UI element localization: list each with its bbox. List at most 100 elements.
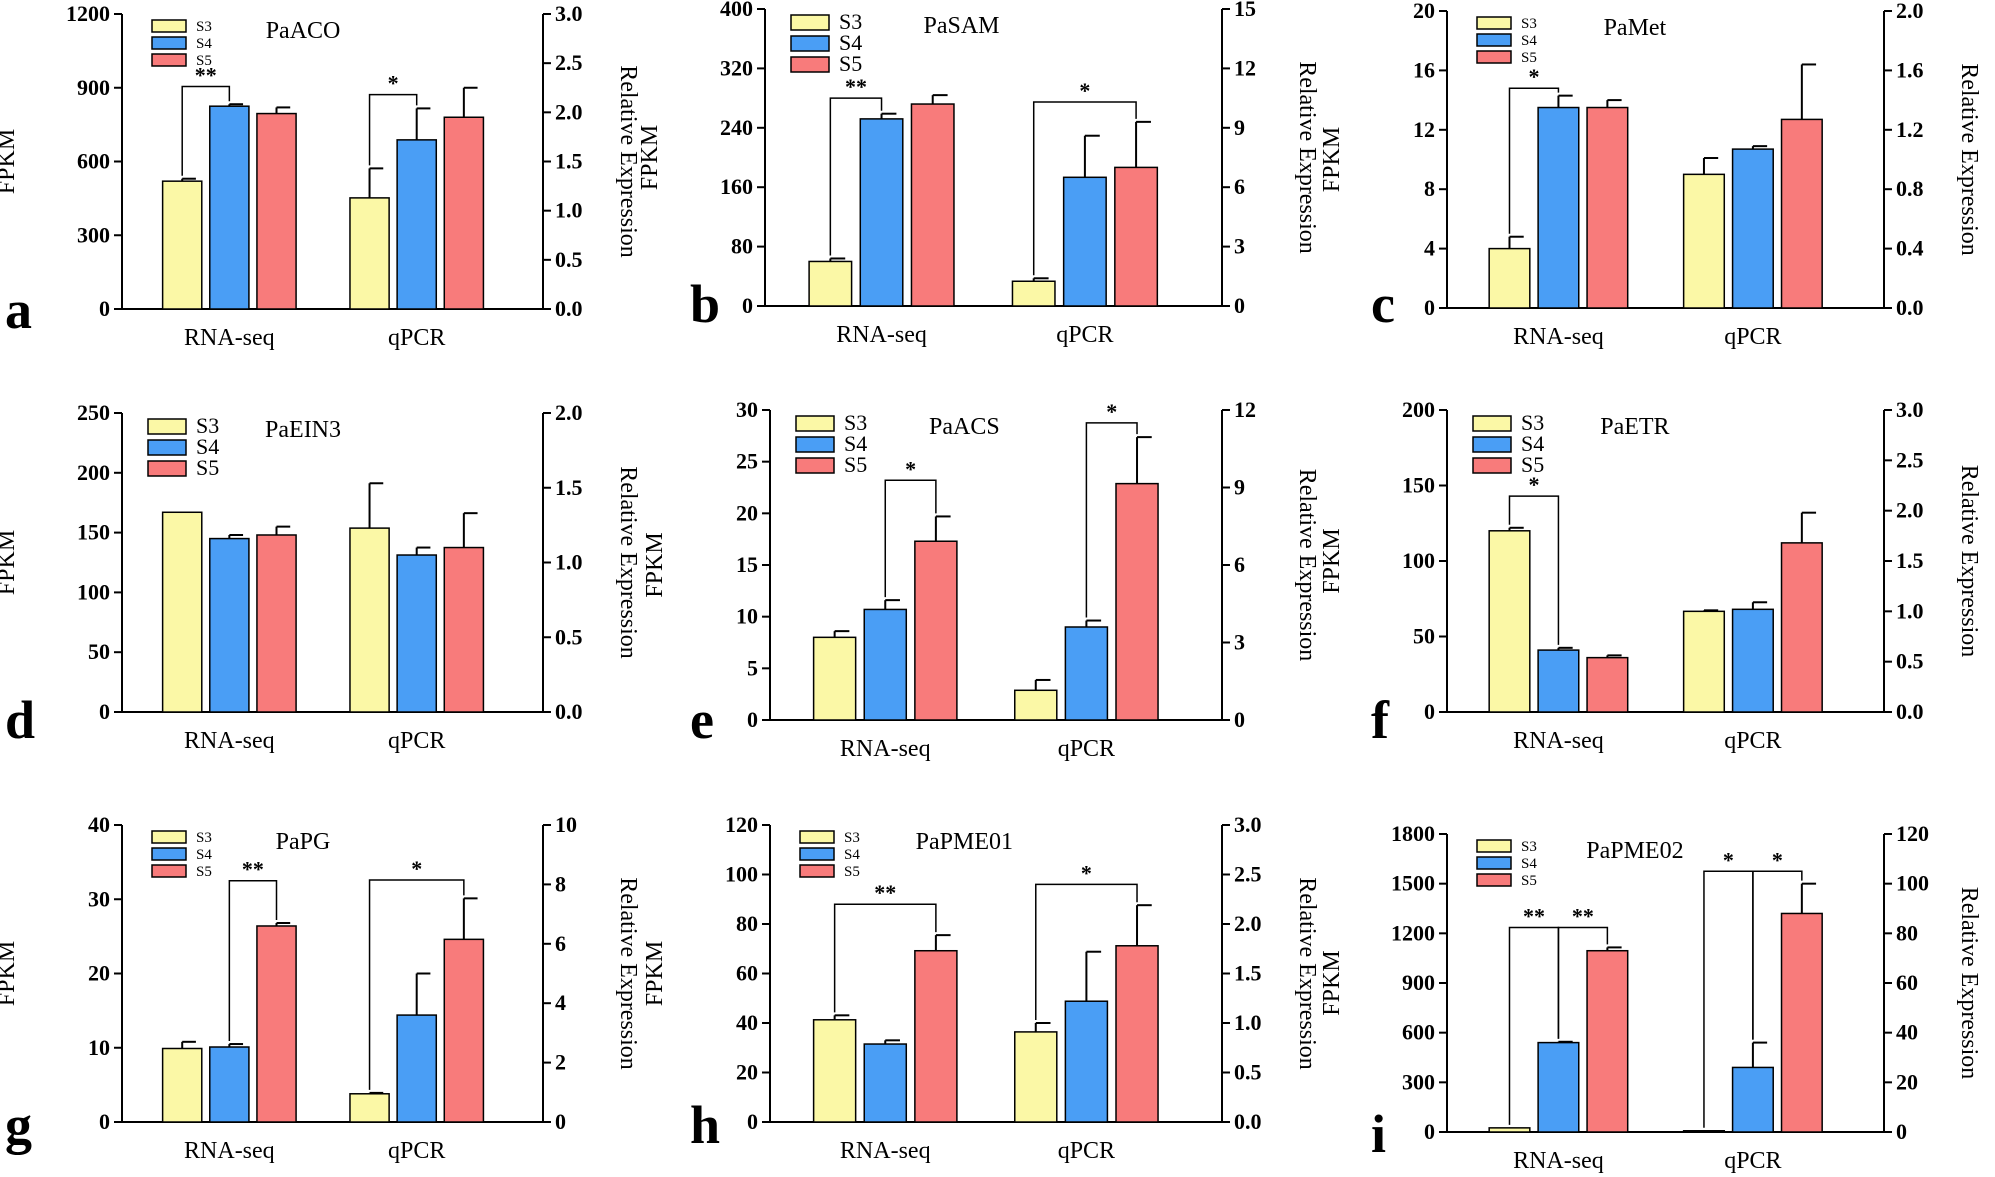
y-tick-label-right: 3.0	[1896, 397, 1924, 422]
y-tick-label-left: 1800	[1391, 821, 1435, 846]
y-tick-label-right: 2.0	[555, 400, 583, 425]
significance-label: *	[1079, 78, 1090, 103]
legend-label: S3	[1521, 16, 1537, 32]
panel-i: 0 300 600 900 1200 1500 1800 0 20 40 60 80 100 120 FPK…	[1319, 821, 1982, 1174]
legend-label: S5	[839, 51, 862, 76]
bar-s4	[1062, 176, 1107, 307]
legend-label: S5	[1521, 50, 1537, 66]
y-tick-label-left: 1200	[1391, 920, 1435, 945]
significance-label: *	[411, 856, 422, 881]
legend-swatch	[1476, 856, 1512, 870]
chart-title: PaSAM	[923, 13, 999, 39]
significance-label: *	[1772, 847, 1783, 872]
y-tick-label-left: 40	[88, 812, 110, 837]
bar-s5	[443, 546, 485, 713]
y-tick-label-left: 600	[1402, 1020, 1435, 1045]
legend-swatch	[790, 14, 830, 31]
x-category-label: RNA-seq	[1513, 1148, 1604, 1174]
bar-s5	[1115, 945, 1159, 1123]
bar-s4	[209, 1046, 250, 1123]
significance-bracket	[228, 879, 278, 1042]
x-category-label: qPCR	[388, 1138, 445, 1164]
x-category-label: qPCR	[1058, 1138, 1115, 1164]
x-category-label: RNA-seq	[1513, 728, 1604, 754]
y-axis-title-right: Relative Expression	[1956, 887, 1982, 1080]
panel-g: 0 10 20 30 40 0 2 4 6 8 10 FPKM Relative Expression P…	[0, 812, 641, 1164]
x-category-label: RNA-seq	[840, 736, 931, 762]
panel-letter: i	[1371, 1104, 1386, 1164]
y-tick-label-right: 120	[1896, 821, 1929, 846]
y-tick-label-right: 8	[555, 871, 566, 896]
y-tick-label-left: 1200	[66, 1, 110, 26]
y-tick-label-right: 0.5	[555, 247, 583, 272]
chart-title: PaPG	[276, 829, 331, 855]
y-tick-label-left: 0	[99, 1109, 110, 1134]
legend-label: S3	[196, 830, 212, 846]
y-tick-label-right: 60	[1896, 970, 1918, 995]
legend-swatch	[151, 830, 187, 844]
bar-s3	[349, 197, 390, 310]
y-tick-label-left: 200	[1402, 397, 1435, 422]
bar-s5	[1586, 656, 1629, 713]
y-tick-label-left: 80	[736, 911, 758, 936]
y-tick-label-left: 0	[1424, 699, 1435, 724]
bar-s4	[1537, 1041, 1580, 1133]
bar-s3	[349, 527, 390, 713]
legend-label: S4	[844, 431, 867, 456]
bar-s5	[1115, 482, 1159, 721]
y-tick-label-right: 0.8	[1896, 176, 1924, 201]
legend-label: S3	[844, 410, 867, 435]
y-axis-title-left: FPKM	[642, 532, 668, 597]
x-category-label: qPCR	[1724, 324, 1781, 350]
bar-s3	[161, 180, 203, 310]
bar-s3	[808, 260, 853, 307]
y-tick-label-right: 12	[1234, 55, 1256, 80]
chart-title: PaACS	[929, 414, 1000, 440]
y-tick-label-right: 1.0	[1234, 1010, 1262, 1035]
legend-label: S5	[844, 864, 860, 880]
legend-label: S3	[839, 9, 862, 34]
panel-letter: d	[5, 690, 35, 750]
y-tick-label-right: 20	[1896, 1069, 1918, 1094]
y-tick-label-right: 3	[1234, 630, 1245, 655]
y-tick-label-left: 900	[77, 75, 110, 100]
legend-swatch	[1476, 50, 1512, 64]
y-tick-label-right: 40	[1896, 1020, 1918, 1045]
y-tick-label-right: 0	[1234, 707, 1245, 732]
significance-bracket	[829, 97, 883, 256]
significance-bracket	[368, 879, 465, 1090]
chart-title: PaPME01	[916, 829, 1013, 855]
y-tick-label-left: 200	[77, 460, 110, 485]
bar-s3	[1014, 689, 1058, 721]
bar-s4	[396, 554, 438, 713]
legend-label: S3	[844, 830, 860, 846]
y-tick-label-left: 0	[747, 707, 758, 732]
y-tick-label-left: 12	[1413, 117, 1435, 142]
legend-swatch	[1472, 415, 1512, 432]
y-tick-label-left: 20	[1413, 0, 1435, 23]
y-tick-label-right: 1.2	[1896, 117, 1924, 142]
y-tick-label-right: 12	[1234, 397, 1256, 422]
legend-label: S4	[844, 847, 860, 863]
significance-label: *	[905, 456, 916, 481]
y-tick-label-right: 0	[555, 1109, 566, 1134]
bar-s4	[1731, 608, 1774, 713]
legend-label: S5	[1521, 452, 1544, 477]
y-tick-label-left: 30	[736, 397, 758, 422]
significance-bracket	[1085, 422, 1138, 618]
legend-label: S4	[196, 847, 212, 863]
legend-swatch	[790, 56, 830, 73]
y-tick-label-left: 16	[1413, 57, 1435, 82]
y-tick-label-left: 4	[1424, 236, 1435, 261]
significance-bracket	[1557, 926, 1609, 1039]
bar-s3	[812, 1019, 857, 1123]
legend-swatch	[795, 415, 835, 432]
significance-label: **	[845, 74, 867, 99]
y-tick-label-left: 60	[736, 961, 758, 986]
legend-swatch	[799, 847, 835, 861]
y-tick-label-left: 160	[720, 174, 753, 199]
y-tick-label-right: 100	[1896, 871, 1929, 896]
legend-swatch	[151, 19, 187, 33]
bar-s4	[209, 105, 250, 310]
